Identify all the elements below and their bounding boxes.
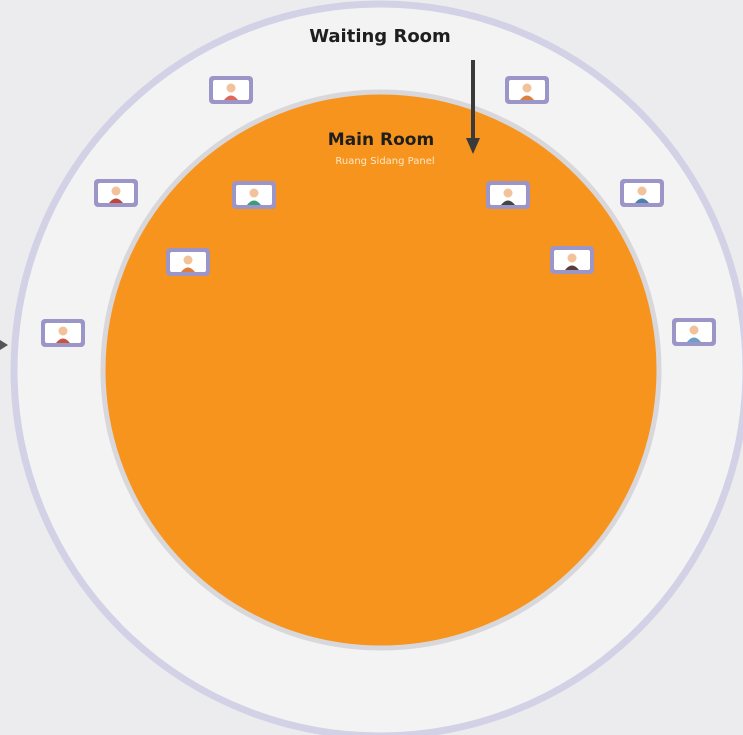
avatar-head bbox=[249, 188, 259, 198]
avatar-head bbox=[503, 188, 513, 198]
participant-icon bbox=[166, 248, 210, 276]
main-room-label: Main Room bbox=[328, 130, 434, 150]
avatar-head bbox=[58, 326, 68, 336]
avatar-body bbox=[520, 95, 534, 100]
participant-icon bbox=[94, 179, 138, 207]
avatar-body bbox=[181, 267, 195, 272]
avatar-body bbox=[635, 198, 649, 203]
main-room-circle bbox=[100, 89, 662, 651]
avatar-body bbox=[247, 200, 261, 205]
side-arrow bbox=[0, 340, 8, 350]
avatar-head bbox=[183, 255, 193, 265]
main-room-subtitle: Ruang Sidang Panel bbox=[335, 156, 434, 167]
avatar-body bbox=[56, 338, 70, 343]
waiting-room-label: Waiting Room bbox=[309, 26, 451, 47]
participant-icon bbox=[232, 181, 276, 209]
participant-icon bbox=[505, 76, 549, 104]
participant-icon bbox=[209, 76, 253, 104]
avatar-body bbox=[109, 198, 123, 203]
participant-icon bbox=[550, 246, 594, 274]
avatar-head bbox=[567, 253, 577, 263]
avatar-head bbox=[522, 83, 532, 93]
avatar-head bbox=[111, 186, 121, 196]
avatar-head bbox=[689, 325, 699, 335]
avatar-body bbox=[565, 265, 579, 270]
participant-icon bbox=[672, 318, 716, 346]
arrow bbox=[466, 60, 480, 154]
participant-icon bbox=[620, 179, 664, 207]
avatar-head bbox=[226, 83, 236, 93]
participant-icon bbox=[41, 319, 85, 347]
participant-icon bbox=[486, 181, 530, 209]
avatar-body bbox=[224, 95, 238, 100]
participants bbox=[41, 76, 716, 347]
avatar-body bbox=[687, 337, 701, 342]
avatar-head bbox=[637, 186, 647, 196]
avatar-body bbox=[501, 200, 515, 205]
